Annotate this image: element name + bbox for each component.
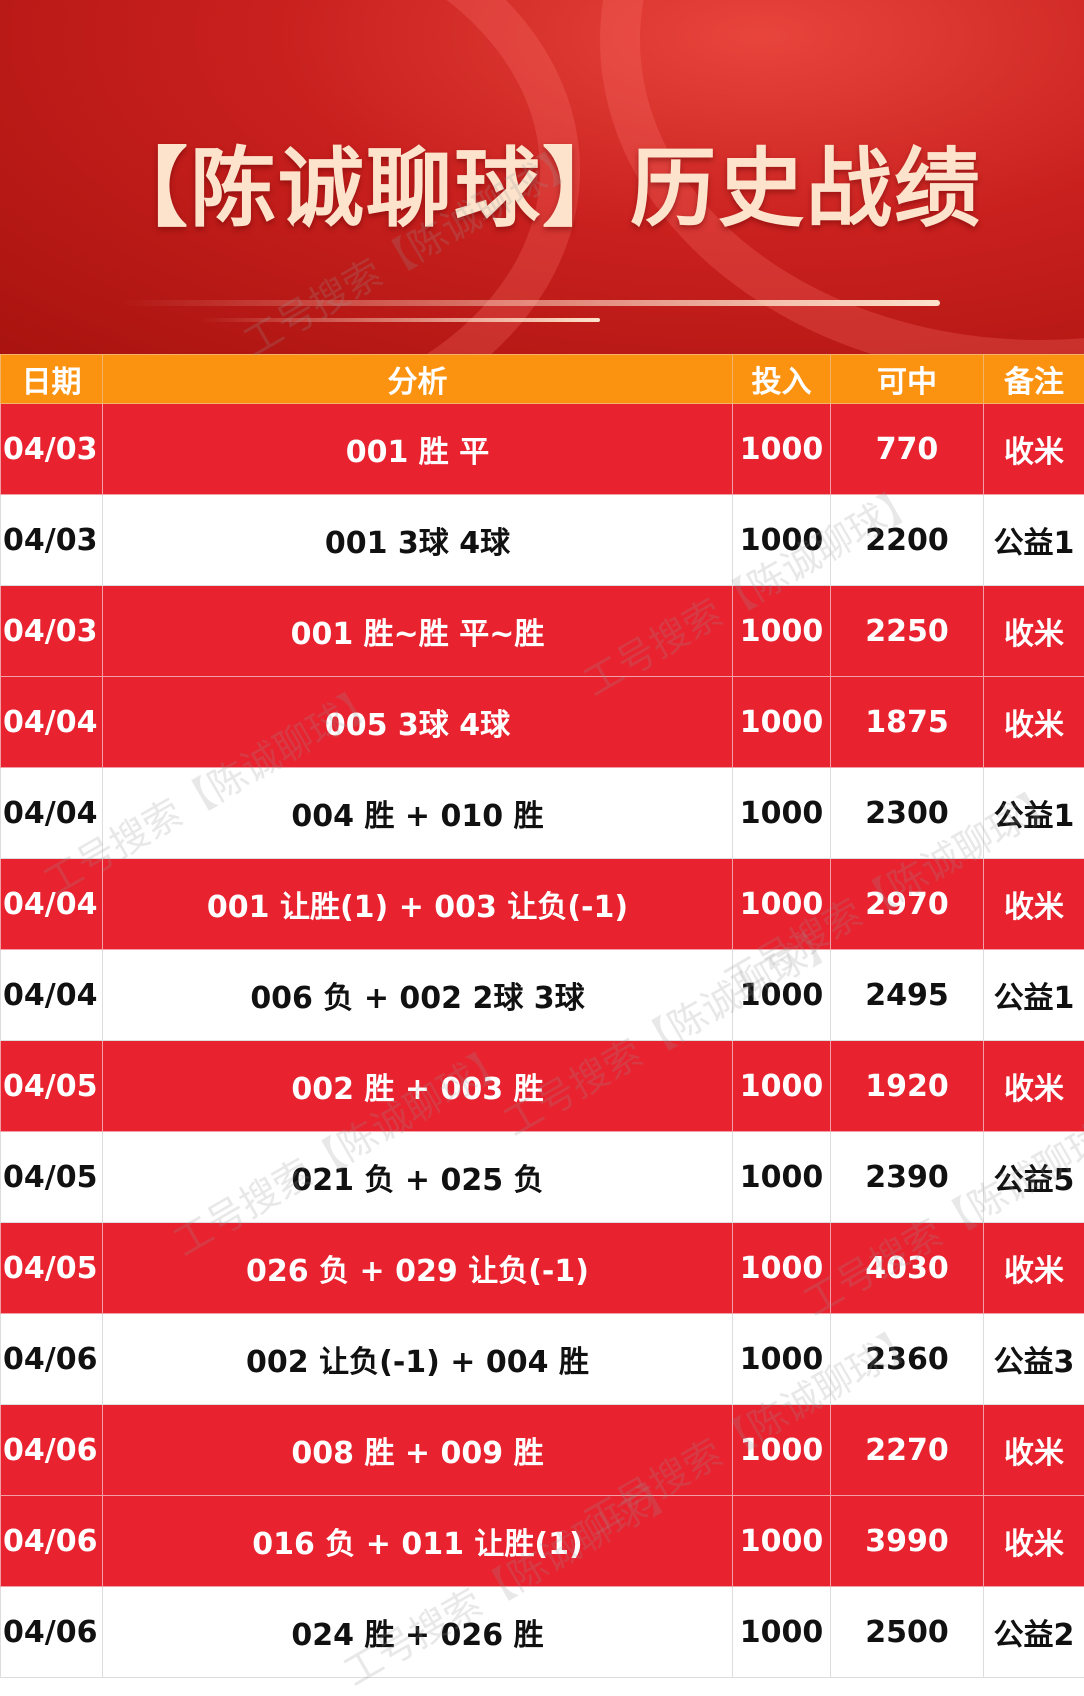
- page-title: 【陈诚聊球】历史战绩: [0, 118, 1084, 243]
- cell-date: 04/04: [1, 768, 103, 859]
- cell-date: 04/04: [1, 677, 103, 768]
- cell-payout: 2200: [831, 495, 984, 586]
- cell-note: 公益1: [984, 495, 1084, 586]
- cell-analysis: 021 负 + 025 负: [103, 1132, 733, 1223]
- cell-analysis: 001 胜 平: [103, 404, 733, 495]
- cell-payout: 2970: [831, 859, 984, 950]
- cell-stake: 1000: [733, 586, 831, 677]
- cell-stake: 1000: [733, 950, 831, 1041]
- decorative-line: [200, 318, 600, 322]
- cell-payout: 3990: [831, 1496, 984, 1587]
- cell-payout: 2495: [831, 950, 984, 1041]
- cell-date: 04/06: [1, 1314, 103, 1405]
- cell-date: 04/05: [1, 1132, 103, 1223]
- header-payout: 可中: [831, 355, 984, 404]
- cell-note: 收米: [984, 1223, 1084, 1314]
- cell-note: 公益3: [984, 1314, 1084, 1405]
- cell-date: 04/05: [1, 1223, 103, 1314]
- cell-payout: 2360: [831, 1314, 984, 1405]
- cell-stake: 1000: [733, 1132, 831, 1223]
- cell-stake: 1000: [733, 859, 831, 950]
- cell-date: 04/04: [1, 950, 103, 1041]
- cell-date: 04/05: [1, 1041, 103, 1132]
- cell-analysis: 002 胜 + 003 胜: [103, 1041, 733, 1132]
- cell-stake: 1000: [733, 1405, 831, 1496]
- cell-date: 04/03: [1, 404, 103, 495]
- title-banner: 【陈诚聊球】历史战绩: [0, 0, 1084, 354]
- cell-payout: 1920: [831, 1041, 984, 1132]
- cell-stake: 1000: [733, 404, 831, 495]
- cell-analysis: 008 胜 + 009 胜: [103, 1405, 733, 1496]
- cell-note: 收米: [984, 1496, 1084, 1587]
- cell-analysis: 002 让负(-1) + 004 胜: [103, 1314, 733, 1405]
- cell-stake: 1000: [733, 1223, 831, 1314]
- cell-analysis: 006 负 + 002 2球 3球: [103, 950, 733, 1041]
- cell-note: 收米: [984, 404, 1084, 495]
- cell-payout: 2270: [831, 1405, 984, 1496]
- cell-note: 公益1: [984, 768, 1084, 859]
- cell-analysis: 001 胜~胜 平~胜: [103, 586, 733, 677]
- cell-note: 公益5: [984, 1132, 1084, 1223]
- cell-note: 收米: [984, 1041, 1084, 1132]
- cell-analysis: 024 胜 + 026 胜: [103, 1587, 733, 1678]
- cell-stake: 1000: [733, 1587, 831, 1678]
- cell-analysis: 016 负 + 011 让胜(1): [103, 1496, 733, 1587]
- cell-date: 04/06: [1, 1496, 103, 1587]
- header-analysis: 分析: [103, 355, 733, 404]
- cell-payout: 2300: [831, 768, 984, 859]
- cell-payout: 2250: [831, 586, 984, 677]
- header-stake: 投入: [733, 355, 831, 404]
- cell-analysis: 005 3球 4球: [103, 677, 733, 768]
- cell-note: 收米: [984, 677, 1084, 768]
- cell-analysis: 001 3球 4球: [103, 495, 733, 586]
- cell-date: 04/03: [1, 495, 103, 586]
- cell-payout: 2390: [831, 1132, 984, 1223]
- cell-stake: 1000: [733, 495, 831, 586]
- cell-payout: 2500: [831, 1587, 984, 1678]
- cell-stake: 1000: [733, 768, 831, 859]
- cell-stake: 1000: [733, 1041, 831, 1132]
- cell-payout: 770: [831, 404, 984, 495]
- cell-note: 公益2: [984, 1587, 1084, 1678]
- cell-date: 04/03: [1, 586, 103, 677]
- cell-payout: 4030: [831, 1223, 984, 1314]
- cell-note: 收米: [984, 586, 1084, 677]
- cell-note: 收米: [984, 859, 1084, 950]
- cell-date: 04/06: [1, 1587, 103, 1678]
- cell-analysis: 001 让胜(1) + 003 让负(-1): [103, 859, 733, 950]
- cell-analysis: 004 胜 + 010 胜: [103, 768, 733, 859]
- header-date: 日期: [1, 355, 103, 404]
- cell-payout: 1875: [831, 677, 984, 768]
- cell-note: 收米: [984, 1405, 1084, 1496]
- table-header: 日期分析投入可中备注: [1, 355, 1084, 404]
- header-note: 备注: [984, 355, 1084, 404]
- cell-note: 公益1: [984, 950, 1084, 1041]
- cell-date: 04/04: [1, 859, 103, 950]
- cell-analysis: 026 负 + 029 让负(-1): [103, 1223, 733, 1314]
- cell-stake: 1000: [733, 1496, 831, 1587]
- cell-stake: 1000: [733, 1314, 831, 1405]
- cell-stake: 1000: [733, 677, 831, 768]
- decorative-line: [120, 300, 940, 306]
- cell-date: 04/06: [1, 1405, 103, 1496]
